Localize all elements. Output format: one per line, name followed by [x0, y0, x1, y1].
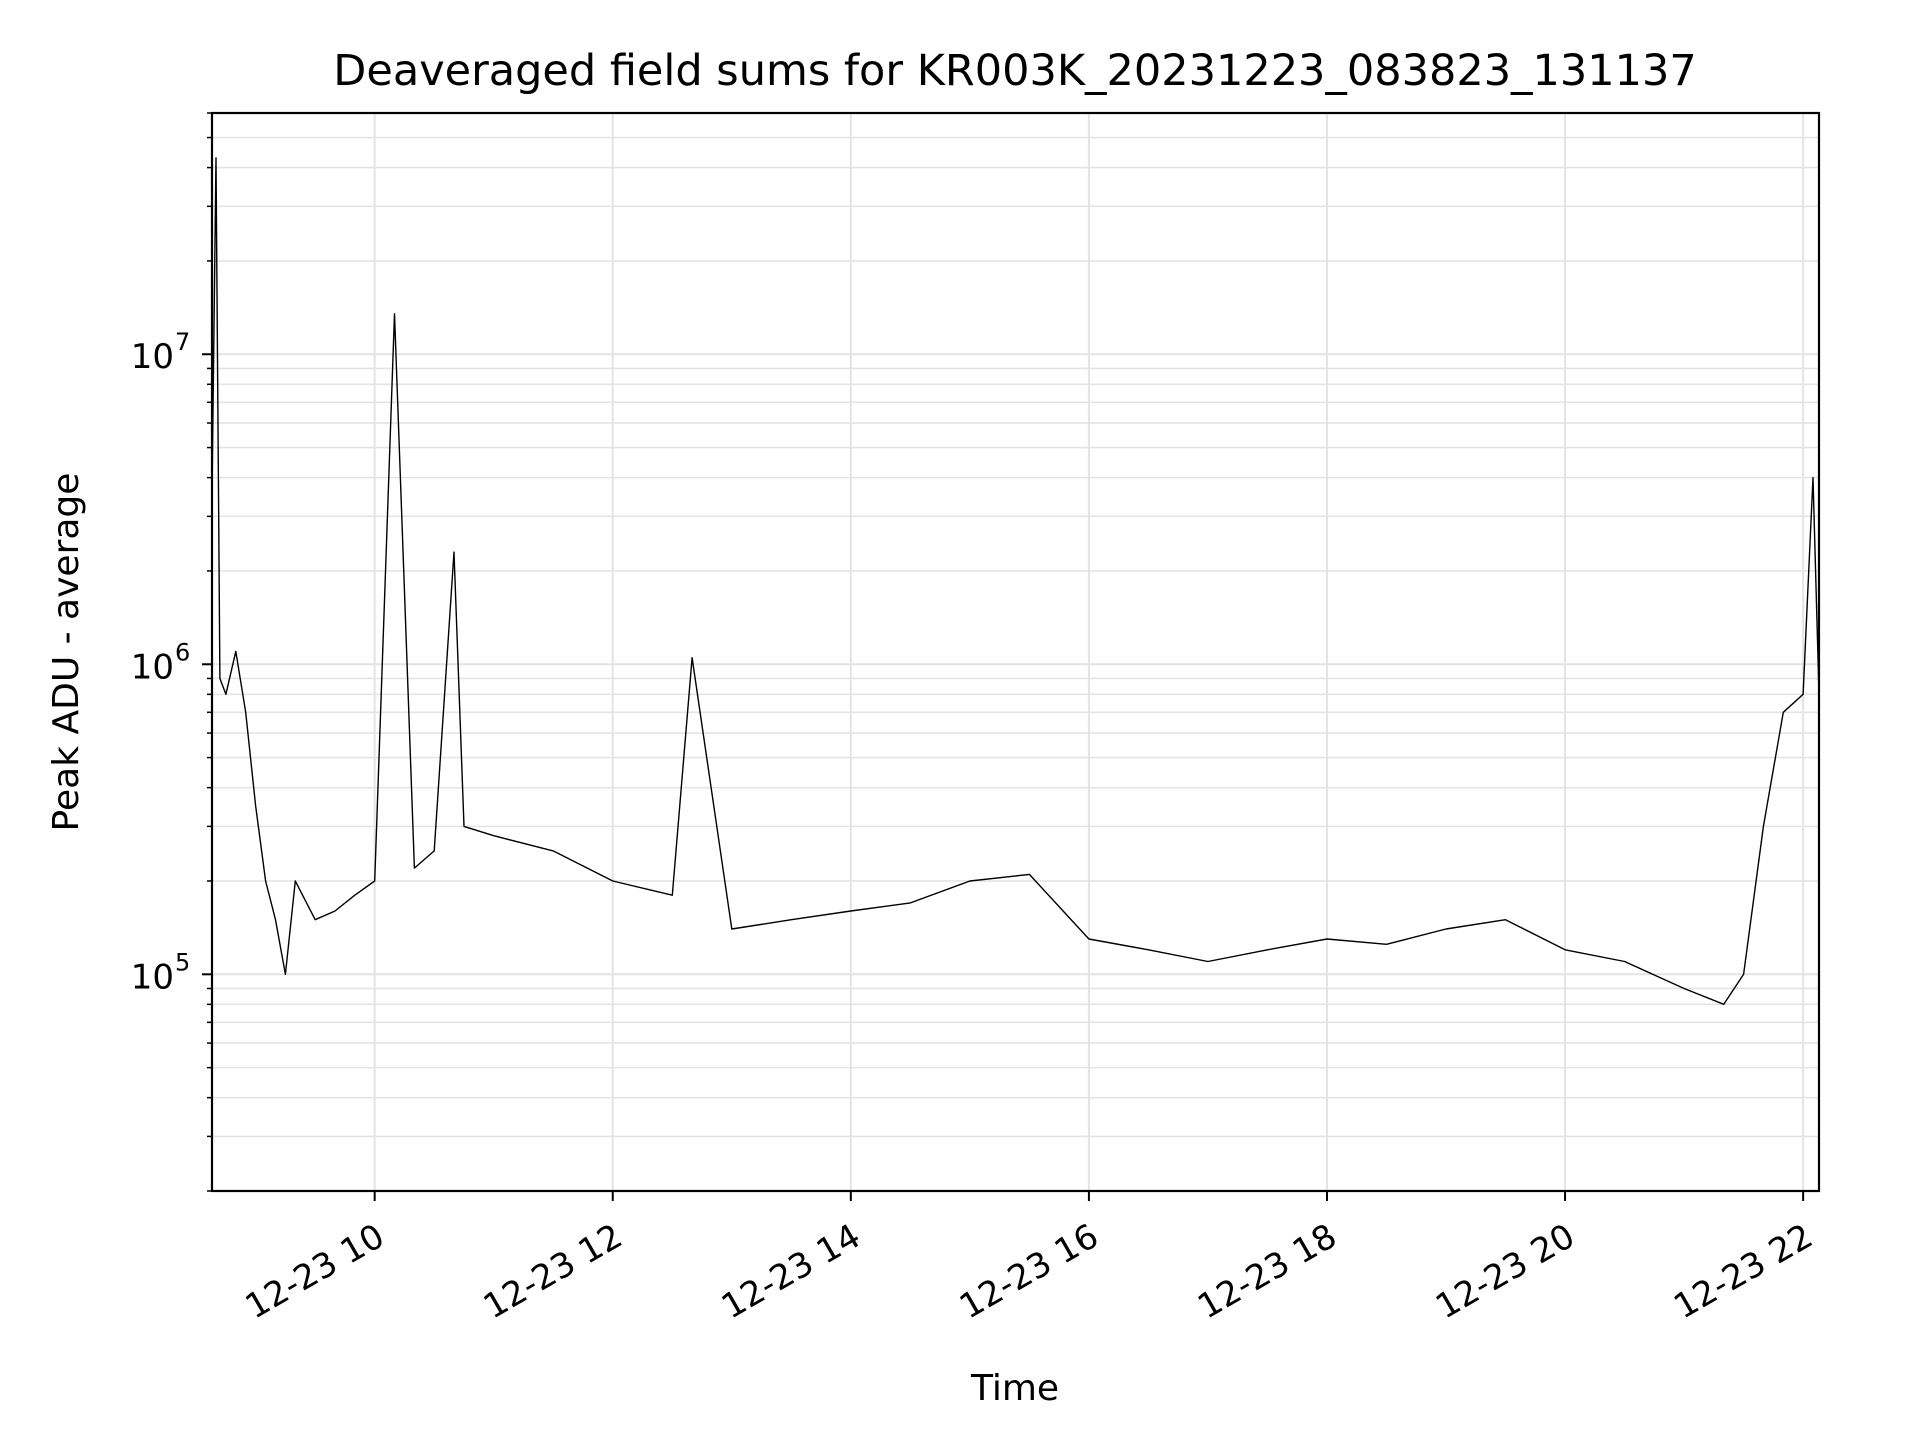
- y-tick-label: 10: [131, 337, 174, 377]
- y-tick-exponent: 6: [175, 638, 190, 666]
- y-tick-exponent: 7: [175, 328, 190, 356]
- chart-title: Deaveraged field sums for KR003K_2023122…: [333, 46, 1696, 96]
- plot-frame: [210, 111, 1821, 1193]
- grid: [212, 112, 1819, 1192]
- series-line: [211, 157, 1820, 1005]
- y-tick-exponent: 5: [175, 948, 190, 976]
- x-axis-label: Time: [970, 1368, 1059, 1409]
- y-tick-label: 10: [131, 957, 174, 997]
- y-axis-label: Peak ADU - average: [46, 473, 87, 832]
- series-line-group: [211, 157, 1820, 1005]
- y-tick-label: 10: [131, 647, 174, 687]
